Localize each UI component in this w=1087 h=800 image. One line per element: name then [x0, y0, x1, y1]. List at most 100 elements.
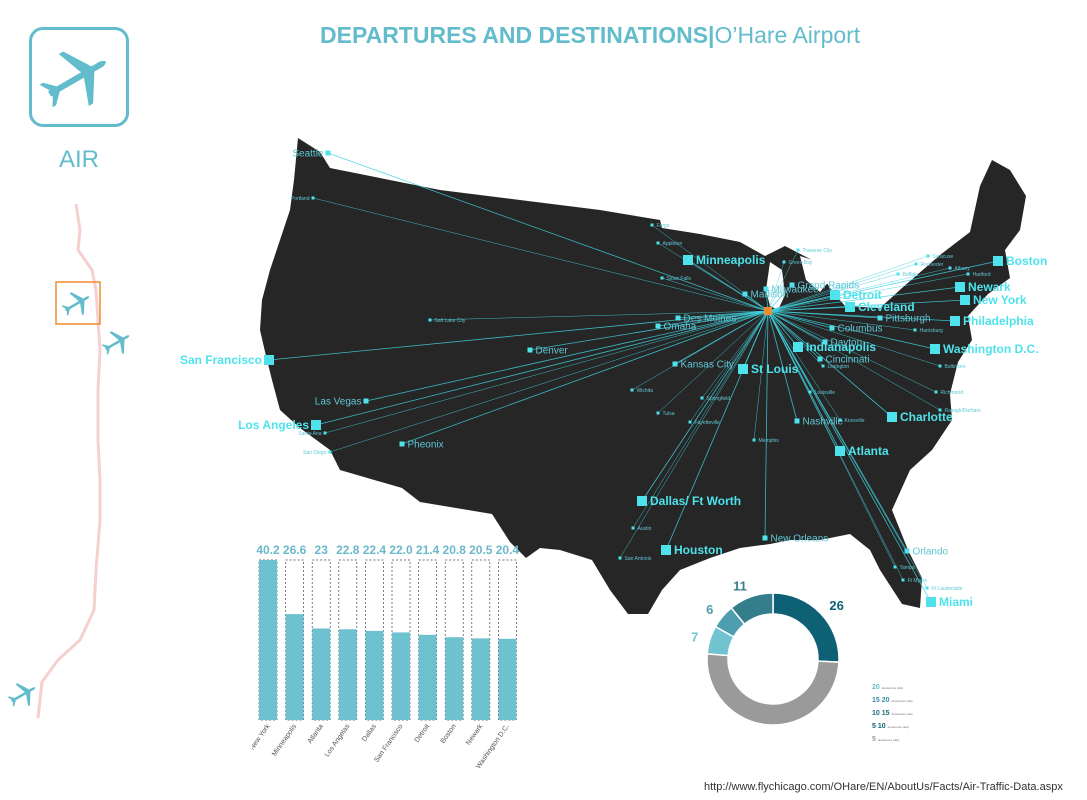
city-label-atlanta: Atlanta [848, 444, 889, 458]
city-marker-dayton [822, 339, 828, 345]
legend-range: 15 20 [872, 697, 892, 704]
city-marker-baltimore [938, 364, 942, 368]
city-label-syracuse: Syracuse [933, 254, 954, 260]
route-wichita [631, 310, 769, 391]
city-label-des-moines: Des Moines [684, 314, 737, 325]
city-label-pheonix: Pheonix [408, 440, 444, 451]
route-syracuse [767, 255, 929, 312]
route-ft-myers [767, 310, 904, 581]
city-label-miami: Miami [939, 595, 973, 609]
city-marker-sioux-falls [660, 276, 664, 280]
city-marker-ft-lauderdale [925, 586, 929, 590]
air-mode-icon-box [29, 27, 129, 127]
flight-track [7, 203, 130, 719]
city-label-knoxville: Knoxville [845, 418, 865, 424]
city-label-new-york: New York [973, 293, 1027, 307]
city-label-cleveland: Cleveland [858, 300, 915, 314]
city-marker-lexington [821, 364, 825, 368]
donut-chart: 26517611 [691, 579, 844, 730]
city-marker-san-francisco [264, 355, 274, 365]
route-salt-lake-city [429, 310, 769, 321]
city-label-appleton: Appleton [663, 241, 683, 247]
route-springfield [701, 310, 769, 399]
bar-category-label-atlanta: Atlanta [307, 723, 325, 745]
city-marker-houston [661, 545, 671, 555]
bar-value-label-dallas: 22.4 [363, 543, 387, 557]
city-marker-detroit [830, 290, 840, 300]
city-label-orlando: Orlando [913, 547, 949, 558]
city-label-cincinnati: Cincinnati [826, 355, 870, 366]
bar-value-label-san-francisco: 22.0 [389, 543, 413, 557]
city-label-seattle: Seattle [292, 149, 324, 160]
city-marker-atlanta [835, 446, 845, 456]
city-marker-seattle [325, 150, 331, 156]
bar-value-label-boston: 20.8 [443, 543, 467, 557]
city-marker-philadelphia [950, 316, 960, 326]
city-marker-kansas-city [672, 361, 678, 367]
city-label-minneapolis: Minneapolis [696, 253, 766, 267]
city-label-ft-myers: Ft Myers [908, 578, 928, 584]
route-houston [665, 310, 769, 551]
city-label-austin: Austin [638, 526, 652, 532]
city-label-tulsa: Tulsa [663, 411, 675, 417]
city-marker-dallas-ft-worth [637, 496, 647, 506]
city-label-houston: Houston [674, 543, 723, 557]
city-label-grand-rapids: Grand Rapids [798, 281, 860, 292]
route-austin [632, 310, 769, 529]
airplane-icon [61, 292, 90, 316]
bar-new-york [259, 560, 277, 720]
city-label-charlotte: Charlotte [900, 410, 953, 424]
route-washington-d-c [767, 310, 936, 350]
legend-range: 20 [872, 684, 882, 691]
route-portland [312, 197, 769, 312]
city-marker-cleveland [845, 302, 855, 312]
city-label-san-diego: San Diego [303, 450, 327, 456]
legend-range: 5 [872, 736, 878, 743]
city-marker-washington-d-c [930, 344, 940, 354]
route-philadelphia [767, 310, 956, 322]
bar-category-label-san-francisco: San Francisco [373, 723, 404, 764]
city-marker-des-moines [675, 315, 681, 321]
bar-newark [471, 638, 490, 720]
city-marker-omaha [655, 323, 661, 329]
bar-value-label-detroit: 21.4 [416, 543, 440, 557]
bar-boston [445, 637, 464, 720]
route-knoxville [767, 310, 841, 421]
city-marker-san-antonio [618, 556, 622, 560]
city-label-philadelphia: Philadelphia [963, 314, 1034, 328]
city-label-st-louis: St Louis [751, 362, 799, 376]
city-marker-tampa [893, 565, 897, 569]
source-url[interactable]: http://www.flychicago.com/OHare/EN/About… [704, 781, 1063, 793]
route-dallas-ft-worth [641, 310, 769, 502]
route-cincinnati [767, 310, 821, 360]
airplane-icon [101, 331, 130, 355]
route-traverse-city [767, 249, 799, 312]
city-label-tampa: Tampa [900, 565, 915, 571]
city-label-columbus: Columbus [838, 324, 883, 335]
route-pheonix [401, 310, 769, 445]
city-marker-pheonix [399, 441, 405, 447]
city-marker-louisville [808, 390, 812, 394]
city-marker-austin [631, 526, 635, 530]
airplane-icon [39, 51, 106, 108]
bar-value-label-new-york: 40.2 [256, 543, 280, 557]
legend-note: departures daily [891, 699, 913, 703]
route-des-moines [677, 310, 769, 319]
city-label-lexington: Lexington [828, 364, 850, 370]
city-marker-milwaukee [763, 286, 769, 292]
city-label-denver: Denver [536, 346, 569, 357]
legend-range: 5 10 [872, 723, 888, 730]
route-baltimore [767, 310, 941, 367]
city-marker-wichita [630, 388, 634, 392]
route-fayetteville [689, 310, 769, 423]
route-rochester [767, 263, 917, 312]
donut-slice-label-3: 6 [706, 602, 713, 617]
route-tulsa [657, 310, 769, 414]
legend-item: 15 20 departures daily [872, 693, 932, 706]
donut-slice-label-4: 11 [733, 579, 747, 594]
mode-label: AIR [58, 146, 99, 173]
route-las-vegas [365, 310, 769, 402]
city-label-dayton: Dayton [831, 338, 863, 349]
bar-san-francisco [392, 632, 410, 720]
route-sioux-falls [661, 277, 769, 312]
